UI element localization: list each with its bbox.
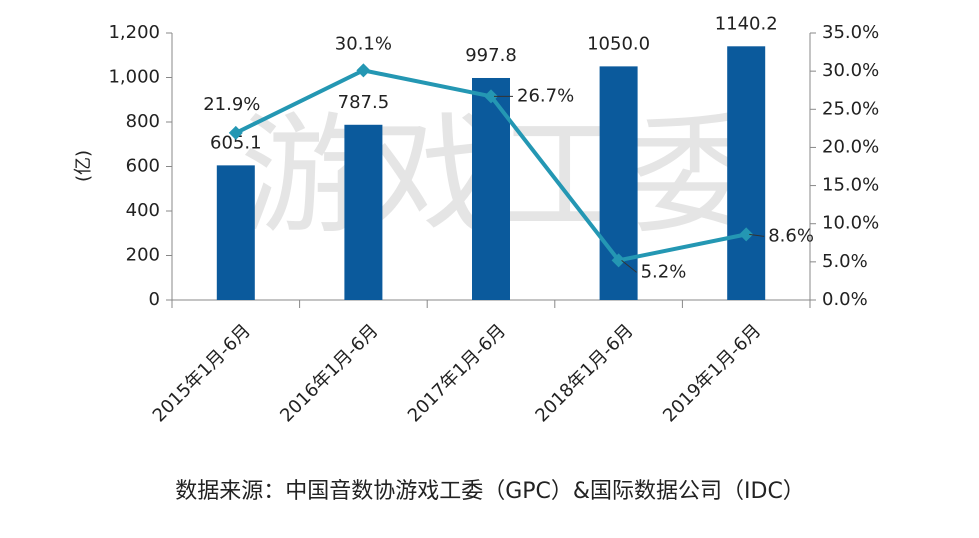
y-tick-label: 400 xyxy=(126,200,160,221)
bar xyxy=(344,124,383,300)
x-tick-label: 2017年1月-6月 xyxy=(404,320,510,426)
x-tick-label: 2018年1月-6月 xyxy=(531,320,637,426)
line-marker xyxy=(739,227,754,242)
line-value-label: 5.2% xyxy=(641,261,687,282)
y-tick-label: 1,200 xyxy=(108,22,160,43)
bar xyxy=(727,46,766,301)
bar-value-label: 997.8 xyxy=(465,45,517,66)
bar-value-label: 1140.2 xyxy=(715,13,778,34)
y2-tick-label: 35.0% xyxy=(822,22,879,43)
line-value-label: 21.9% xyxy=(203,94,260,115)
source: 数据来源：中国音数协游戏工委（GPC）&国际数据公司（IDC） xyxy=(175,479,805,504)
y2-tick-label: 20.0% xyxy=(822,136,879,157)
y2-tick-label: 5.0% xyxy=(822,251,868,272)
y2-tick-label: 10.0% xyxy=(822,213,879,234)
y-tick-label: 0 xyxy=(149,289,160,310)
line-marker xyxy=(611,253,626,268)
y-tick-label: 200 xyxy=(126,245,160,266)
y-tick-label: 800 xyxy=(126,111,160,132)
y-axis-label: (亿) xyxy=(73,150,94,182)
line-value-label: 8.6% xyxy=(768,225,814,246)
y-tick-label: 600 xyxy=(126,156,160,177)
line-marker xyxy=(356,63,371,78)
y-tick-label: 1,000 xyxy=(108,67,160,88)
x-tick-label: 2016年1月-6月 xyxy=(276,320,382,426)
x-tick-label: 2015年1月-6月 xyxy=(149,320,255,426)
y2-tick-label: 25.0% xyxy=(822,98,879,119)
leader-line xyxy=(749,233,765,237)
line-value-label: 26.7% xyxy=(517,85,574,106)
y2-tick-label: 0.0% xyxy=(822,289,868,310)
x-tick-label: 2019年1月-6月 xyxy=(659,320,765,426)
bar-value-label: 787.5 xyxy=(338,92,390,113)
bar-value-label: 1050.0 xyxy=(587,33,650,54)
bar-value-label: 605.1 xyxy=(210,132,262,153)
line-marker xyxy=(228,125,243,140)
line-marker xyxy=(484,89,498,104)
y2-tick-label: 30.0% xyxy=(822,60,879,81)
line-value-label: 30.1% xyxy=(335,33,392,54)
bar xyxy=(216,165,255,300)
leader-line xyxy=(621,259,637,273)
y2-tick-label: 15.0% xyxy=(822,175,879,196)
